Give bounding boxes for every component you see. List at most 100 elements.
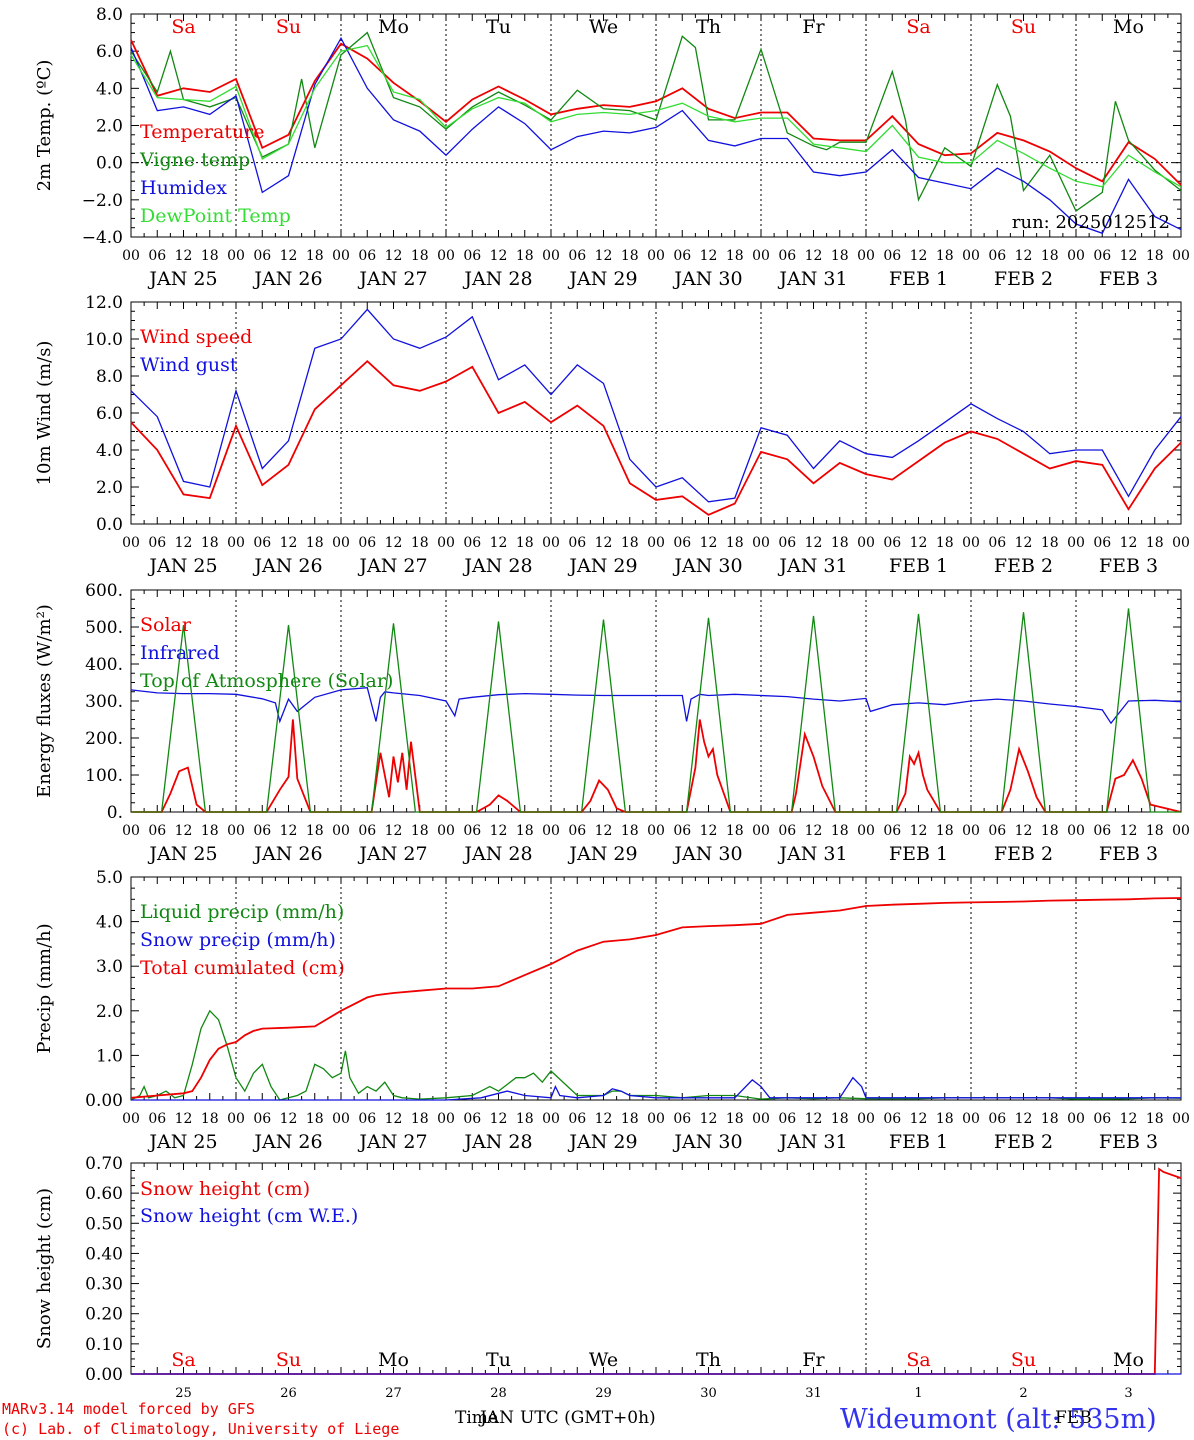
day-of-week-label: Fr — [802, 16, 825, 38]
hour-tick-label: 12 — [595, 248, 613, 264]
hour-tick-label: 18 — [1146, 823, 1164, 839]
hour-tick-label: 00 — [1067, 823, 1085, 839]
hour-tick-label: 06 — [673, 1111, 691, 1127]
legend-entry: Snow height (cm W.E.) — [140, 1205, 358, 1227]
date-label: JAN 30 — [672, 843, 742, 865]
day-of-week-label: Sa — [906, 16, 930, 38]
hour-tick-label: 06 — [778, 535, 796, 551]
hour-tick-label: 06 — [148, 1111, 166, 1127]
hour-tick-label: 12 — [1120, 535, 1138, 551]
hour-tick-label: 12 — [490, 248, 508, 264]
panel-precip: 5.0 4.0 3.0 2.0 1.0 0.00 Precip (mm/h) Liquid p… — [34, 868, 1190, 1153]
legend-entry: Wind speed — [140, 326, 252, 348]
date-label: FEB 3 — [1099, 843, 1158, 865]
hour-tick-label: 00 — [1172, 248, 1190, 264]
hour-tick-label: 06 — [1093, 1111, 1111, 1127]
hour-tick-label: 00 — [332, 535, 350, 551]
hour-tick-label: 12 — [595, 823, 613, 839]
hour-tick-label: 12 — [280, 248, 298, 264]
series-line-wind-speed — [130, 359, 1182, 516]
day-number-label: 25 — [175, 1386, 192, 1401]
date-label: JAN 29 — [567, 555, 637, 577]
hour-tick-label: 06 — [568, 248, 586, 264]
footer: MARv3.14 model forced by GFS (c) Lab. of… — [2, 1400, 1157, 1438]
hour-tick-label: 18 — [516, 823, 534, 839]
hour-tick-label: 18 — [201, 1111, 219, 1127]
hour-tick-label: 06 — [463, 1111, 481, 1127]
y-tick-label: 3.0 — [96, 957, 123, 977]
y-tick-label: 6.0 — [96, 404, 123, 424]
series-line-top-of-atmosphere-solar- — [131, 608, 1181, 813]
y-axis-label: 10m Wind (m/s) — [34, 341, 55, 486]
hour-tick-label: 00 — [647, 823, 665, 839]
hour-tick-label: 18 — [1146, 535, 1164, 551]
hour-tick-label: 12 — [805, 248, 823, 264]
hour-tick-label: 12 — [595, 1111, 613, 1127]
hour-tick-label: 00 — [437, 823, 455, 839]
y-tick-label: 600. — [85, 581, 123, 601]
hour-tick-label: 12 — [1120, 248, 1138, 264]
series-line-dewpoint-temp — [130, 44, 1182, 188]
hour-tick-label: 00 — [227, 248, 245, 264]
day-number-label: 28 — [490, 1386, 507, 1401]
legend-entry: Wind gust — [140, 354, 238, 376]
date-label: JAN 28 — [462, 555, 532, 577]
hour-tick-label: 12 — [910, 535, 928, 551]
panel-energy: 600. 500. 400. 300. 200. 100. 0. Energy fluxes … — [34, 581, 1190, 865]
hour-tick-label: 06 — [358, 1111, 376, 1127]
hour-tick-label: 18 — [411, 1111, 429, 1127]
hour-tick-label: 00 — [857, 248, 875, 264]
hour-tick-label: 18 — [306, 535, 324, 551]
hour-tick-label: 00 — [332, 248, 350, 264]
hour-tick-label: 06 — [988, 535, 1006, 551]
hour-tick-label: 18 — [201, 535, 219, 551]
y-tick-label: 0. — [107, 803, 123, 823]
date-label: JAN 28 — [462, 843, 532, 865]
series-line-liquid-precip-mm-h- — [130, 1009, 1182, 1101]
hour-tick-label: 18 — [1146, 248, 1164, 264]
hour-tick-label: 18 — [516, 1111, 534, 1127]
date-label: JAN 25 — [147, 555, 217, 577]
hour-tick-label: 12 — [910, 1111, 928, 1127]
credit-line-2: (c) Lab. of Climatology, University of L… — [2, 1420, 399, 1438]
hour-tick-label: 18 — [1041, 535, 1059, 551]
y-tick-label: 0.0 — [96, 515, 123, 535]
date-label: JAN 27 — [357, 843, 427, 865]
y-tick-label: −2.0 — [82, 191, 123, 211]
hour-tick-label: 00 — [437, 248, 455, 264]
date-label: JAN 27 — [357, 555, 427, 577]
hour-tick-label: 06 — [883, 1111, 901, 1127]
date-label: JAN 25 — [147, 1131, 217, 1153]
legend-entry: Solar — [140, 614, 192, 636]
hour-tick-label: 00 — [752, 823, 770, 839]
day-of-week-label: Sa — [171, 16, 195, 38]
hour-tick-label: 00 — [647, 535, 665, 551]
hour-tick-label: 06 — [988, 823, 1006, 839]
hour-tick-label: 12 — [175, 823, 193, 839]
hour-tick-label: 06 — [673, 535, 691, 551]
hour-tick-label: 06 — [148, 823, 166, 839]
run-label: run: 2025012512 — [1012, 212, 1170, 233]
y-tick-label: 0.00 — [85, 1091, 123, 1111]
hour-tick-label: 18 — [831, 248, 849, 264]
day-of-week-label: Tu — [486, 1349, 511, 1371]
hour-tick-label: 00 — [647, 1111, 665, 1127]
hour-tick-label: 12 — [805, 1111, 823, 1127]
hour-tick-label: 06 — [673, 823, 691, 839]
y-tick-label: 0.70 — [85, 1154, 123, 1174]
hour-tick-label: 18 — [1041, 823, 1059, 839]
date-label: FEB 2 — [994, 843, 1053, 865]
y-tick-label: 500. — [85, 618, 123, 638]
hour-tick-label: 12 — [700, 535, 718, 551]
date-label: JAN 27 — [357, 1131, 427, 1153]
hour-tick-label: 12 — [490, 823, 508, 839]
series-line-total-cumulated-cm- — [130, 897, 1182, 1099]
hour-tick-label: 12 — [1120, 1111, 1138, 1127]
hour-tick-label: 18 — [936, 823, 954, 839]
day-of-week-label: We — [589, 16, 618, 38]
hour-tick-label: 06 — [463, 823, 481, 839]
hour-tick-label: 18 — [411, 248, 429, 264]
y-tick-label: 4.0 — [96, 79, 123, 99]
y-tick-label: 5.0 — [96, 868, 123, 888]
day-of-week-label: Mo — [378, 1349, 409, 1371]
